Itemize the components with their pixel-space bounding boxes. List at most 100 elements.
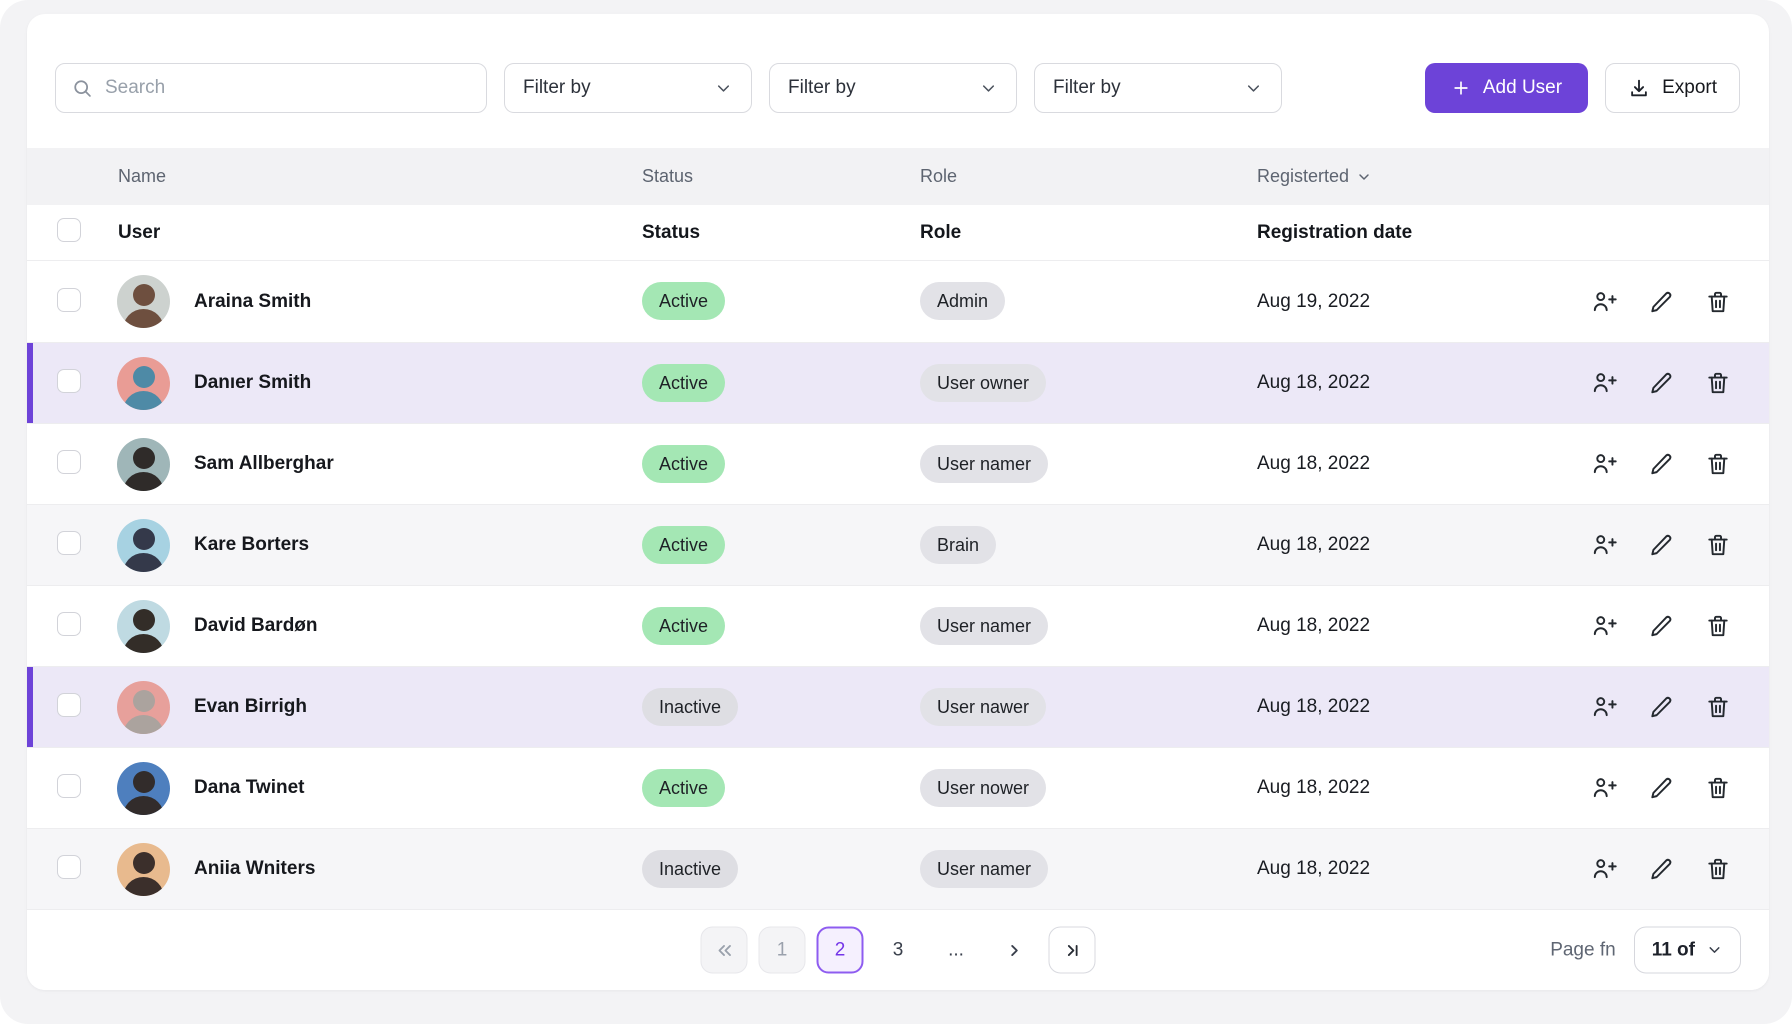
registration-date: Aug 18, 2022 xyxy=(1257,858,1371,879)
pagination-ellipsis: ... xyxy=(933,927,980,974)
row-checkbox[interactable] xyxy=(57,369,81,393)
chevron-down-icon xyxy=(1247,84,1260,92)
add-contact-button[interactable] xyxy=(1591,370,1617,396)
page-button-3[interactable]: 3 xyxy=(875,927,922,974)
edit-button[interactable] xyxy=(1648,370,1674,396)
role-badge: User nawer xyxy=(920,687,1047,726)
trash-icon xyxy=(1708,615,1728,637)
edit-button[interactable] xyxy=(1648,856,1674,882)
table-row[interactable]: David Bardøn Active User namer Aug 18, 2… xyxy=(27,585,1769,666)
user-plus-icon xyxy=(1593,697,1617,717)
sort-header-registered[interactable]: Registerted xyxy=(1257,166,1587,187)
chevrons-left-icon xyxy=(718,944,731,956)
delete-button[interactable] xyxy=(1705,370,1731,396)
page-button-2-current[interactable]: 2 xyxy=(816,926,864,974)
add-contact-button[interactable] xyxy=(1591,532,1617,558)
select-all-checkbox[interactable] xyxy=(57,218,81,242)
edit-button[interactable] xyxy=(1648,613,1674,639)
user-plus-icon xyxy=(1593,859,1617,879)
page-size-value: 11 of xyxy=(1651,939,1695,960)
edit-button[interactable] xyxy=(1648,775,1674,801)
user-plus-icon xyxy=(1593,373,1617,393)
table-body: Araina Smith Active Admin Aug 19, 2022 xyxy=(27,261,1769,909)
filter-dropdown-1[interactable]: Filter by xyxy=(504,63,752,113)
status-badge: Active xyxy=(642,525,726,564)
delete-button[interactable] xyxy=(1705,856,1731,882)
filter-label: Filter by xyxy=(788,77,856,98)
table-header-row: User Status Role Registration date xyxy=(27,205,1769,261)
table-row[interactable]: Dana Twinet Active User nower Aug 18, 20… xyxy=(27,747,1769,828)
delete-button[interactable] xyxy=(1705,613,1731,639)
chevron-down-icon xyxy=(717,84,730,92)
row-checkbox[interactable] xyxy=(57,774,81,798)
user-name: Kare Borters xyxy=(194,534,310,555)
search-box[interactable] xyxy=(55,63,487,113)
first-page-button[interactable] xyxy=(700,926,748,974)
page-size-dropdown[interactable]: 11 of xyxy=(1633,926,1741,974)
export-label: Export xyxy=(1662,77,1717,98)
role-badge: User owner xyxy=(920,363,1047,402)
delete-button[interactable] xyxy=(1705,289,1731,315)
trash-icon xyxy=(1708,453,1728,475)
status-badge: Active xyxy=(642,363,726,402)
table-row[interactable]: Sam Allberghar Active User namer Aug 18,… xyxy=(27,423,1769,504)
page-button-1[interactable]: 1 xyxy=(758,926,806,974)
add-contact-button[interactable] xyxy=(1591,775,1617,801)
status-badge: Active xyxy=(642,768,726,807)
row-checkbox[interactable] xyxy=(57,450,81,474)
filter-dropdown-2[interactable]: Filter by xyxy=(769,63,1017,113)
add-contact-button[interactable] xyxy=(1591,856,1617,882)
row-checkbox[interactable] xyxy=(57,855,81,879)
role-badge: User nower xyxy=(920,768,1047,807)
delete-button[interactable] xyxy=(1705,775,1731,801)
registration-date: Aug 18, 2022 xyxy=(1257,615,1371,636)
pencil-icon xyxy=(1651,372,1672,394)
table-row[interactable]: Aniia Wniters Inactive User namer Aug 18… xyxy=(27,828,1769,909)
status-badge: Inactive xyxy=(642,849,739,888)
column-header-user: User xyxy=(118,221,161,243)
search-input[interactable] xyxy=(105,77,470,99)
table-row[interactable]: Araina Smith Active Admin Aug 19, 2022 xyxy=(27,261,1769,342)
avatar xyxy=(117,761,170,815)
add-contact-button[interactable] xyxy=(1591,451,1617,477)
column-header-status: Status xyxy=(642,221,701,243)
add-user-button[interactable]: Add User xyxy=(1424,63,1589,113)
page-size-area: Page fn 11 of xyxy=(1550,926,1741,974)
registration-date: Aug 18, 2022 xyxy=(1257,696,1371,717)
table-row[interactable]: Danıer Smith Active User owner Aug 18, 2… xyxy=(27,342,1769,423)
row-checkbox[interactable] xyxy=(57,693,81,717)
table-row[interactable]: Evan Birrigh Inactive User nawer Aug 18,… xyxy=(27,666,1769,747)
next-page-button[interactable] xyxy=(991,927,1038,974)
plus-icon xyxy=(1454,81,1468,95)
edit-button[interactable] xyxy=(1648,532,1674,558)
role-badge: Admin xyxy=(920,282,1006,320)
delete-button[interactable] xyxy=(1705,694,1731,720)
add-contact-button[interactable] xyxy=(1591,289,1617,315)
edit-button[interactable] xyxy=(1648,694,1674,720)
last-page-button[interactable] xyxy=(1048,926,1096,974)
sort-header-status: Status xyxy=(642,166,694,186)
edit-button[interactable] xyxy=(1648,289,1674,315)
edit-button[interactable] xyxy=(1648,451,1674,477)
filter-label: Filter by xyxy=(1053,77,1121,98)
avatar xyxy=(117,842,170,896)
user-name: Evan Birrigh xyxy=(194,696,307,717)
user-name: David Bardøn xyxy=(194,615,318,636)
add-contact-button[interactable] xyxy=(1591,694,1617,720)
row-checkbox[interactable] xyxy=(57,287,81,312)
filter-dropdown-3[interactable]: Filter by xyxy=(1034,63,1282,113)
row-checkbox[interactable] xyxy=(57,612,81,636)
export-button[interactable]: Export xyxy=(1605,63,1740,113)
registration-date: Aug 18, 2022 xyxy=(1257,777,1371,798)
table-row[interactable]: Kare Borters Active Brain Aug 18, 2022 xyxy=(27,504,1769,585)
status-badge: Active xyxy=(642,282,726,320)
pencil-icon xyxy=(1651,777,1672,799)
avatar xyxy=(117,518,170,572)
role-badge: User namer xyxy=(920,849,1049,888)
delete-button[interactable] xyxy=(1705,532,1731,558)
avatar xyxy=(117,275,170,328)
add-contact-button[interactable] xyxy=(1591,613,1617,639)
delete-button[interactable] xyxy=(1705,451,1731,477)
row-checkbox[interactable] xyxy=(57,531,81,555)
sort-chevron-down-icon xyxy=(1359,173,1369,180)
